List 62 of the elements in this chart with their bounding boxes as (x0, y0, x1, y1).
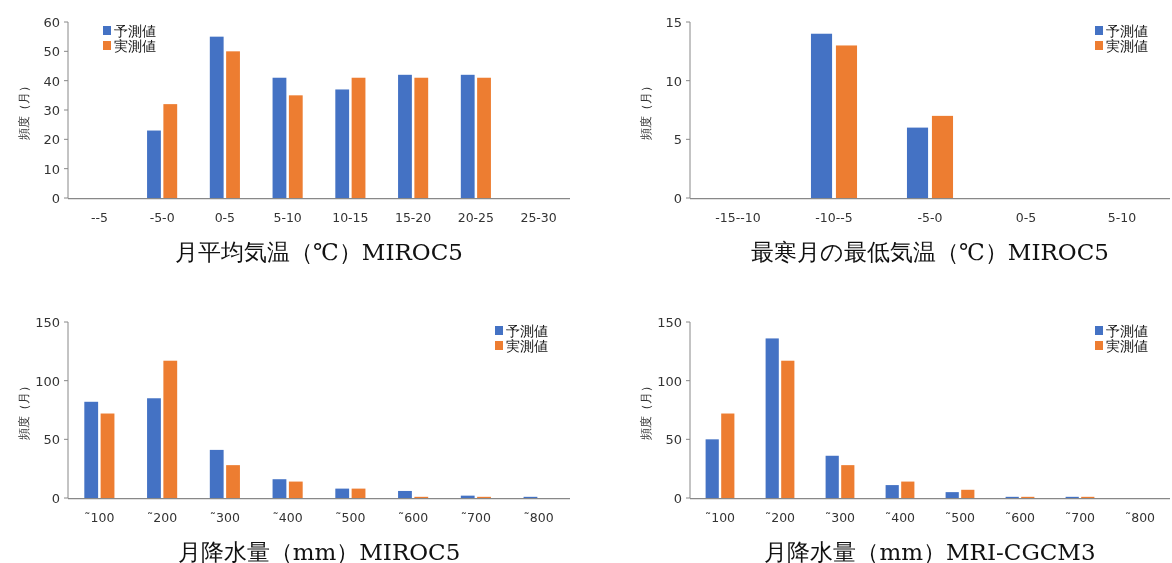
y-axis-title: 頻度（月） (17, 80, 31, 140)
y-axis-title: 頻度（月） (639, 380, 653, 440)
y-tick-label: 15 (665, 15, 682, 30)
x-tick-label: 5-10 (273, 210, 302, 225)
x-tick-label: ˜100 (84, 510, 115, 525)
x-tick-label: -5-0 (917, 210, 943, 225)
legend-label: 実測値 (506, 338, 548, 354)
x-axis-title: 月平均気温（℃）MIROC5 (175, 239, 463, 265)
x-tick-label: ˜600 (1004, 510, 1036, 525)
y-tick-label: 50 (43, 44, 60, 60)
x-tick-label: --5 (90, 210, 108, 225)
legend-label: 実測値 (1106, 38, 1148, 54)
y-axis-title: 頻度（月） (17, 380, 31, 440)
legend-label: 予測値 (114, 23, 156, 39)
y-tick-label: 20 (43, 132, 60, 148)
x-tick-label: ˜500 (944, 510, 976, 525)
x-tick-label: ˜200 (764, 510, 796, 525)
x-tick-label: 0-5 (1015, 210, 1037, 225)
x-tick-label: ˜800 (1124, 510, 1156, 525)
y-tick-label: 30 (43, 103, 60, 118)
x-tick-label: ˜100 (704, 510, 736, 525)
y-tick-label: 10 (43, 161, 60, 177)
y-tick-label: 0 (673, 191, 682, 206)
x-tick-label: 0-5 (214, 210, 236, 225)
y-tick-label: 0 (51, 491, 60, 506)
x-tick-label: 25-30 (520, 210, 557, 225)
y-tick-label: 60 (43, 15, 60, 30)
y-tick-label: 100 (657, 373, 682, 389)
x-tick-label: ˜600 (398, 510, 429, 525)
y-tick-label: 50 (43, 432, 60, 448)
x-tick-label: ˜800 (523, 510, 554, 525)
x-axis-title: 最寒月の最低気温（℃）MIROC5 (751, 239, 1109, 265)
x-tick-label: 15-20 (394, 210, 432, 225)
y-tick-label: 100 (35, 373, 60, 389)
x-tick-label: ˜400 (272, 510, 303, 525)
legend-label: 予測値 (506, 323, 548, 339)
x-tick-label: ˜400 (884, 510, 916, 525)
x-tick-label: ˜700 (460, 510, 491, 525)
y-tick-label: 150 (657, 315, 682, 330)
x-tick-label: ˜200 (147, 510, 178, 525)
x-tick-label: 5-10 (1107, 210, 1137, 225)
x-tick-label: 20-25 (457, 210, 495, 225)
x-tick-label: -5-0 (149, 210, 175, 225)
y-tick-label: 0 (673, 491, 682, 506)
legend-label: 予測値 (1106, 323, 1148, 339)
legend-label: 実測値 (114, 38, 156, 54)
y-tick-label: 40 (43, 73, 60, 89)
legend-label: 実測値 (1106, 338, 1148, 354)
y-axis-title: 頻度（月） (639, 80, 653, 140)
y-tick-label: 5 (673, 132, 682, 148)
y-tick-label: 50 (665, 432, 682, 448)
x-tick-label: 10-15 (332, 210, 369, 225)
x-tick-label: -10--5 (815, 210, 853, 225)
y-tick-label: 150 (35, 315, 60, 330)
x-tick-label: ˜300 (824, 510, 856, 525)
x-tick-label: ˜700 (1064, 510, 1096, 525)
y-tick-label: 0 (51, 191, 60, 206)
x-tick-label: ˜300 (209, 510, 240, 525)
legend-label: 予測値 (1106, 23, 1148, 39)
x-tick-label: ˜500 (335, 510, 366, 525)
x-tick-label: -15--10 (715, 210, 761, 225)
y-tick-label: 10 (665, 73, 682, 89)
